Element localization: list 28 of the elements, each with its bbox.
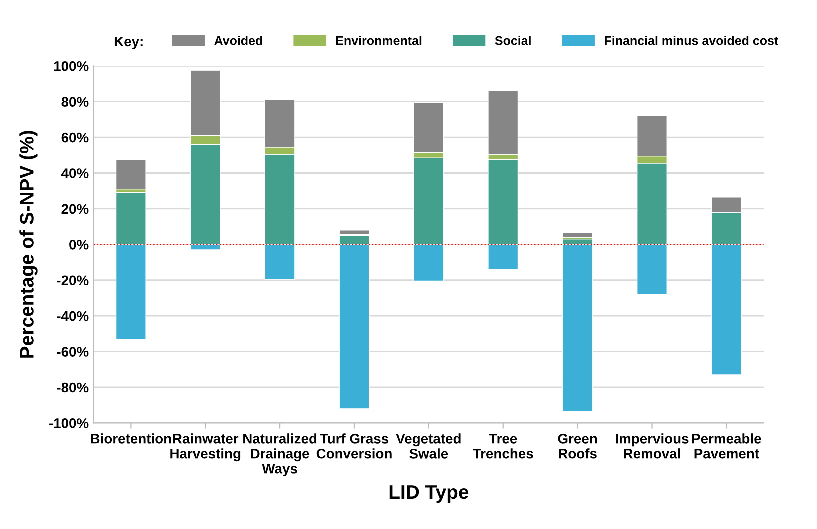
y-tick-label: 20% (62, 204, 89, 214)
legend-label: Avoided (214, 36, 262, 46)
legend-label: Social (495, 36, 531, 46)
legend-title: Key: (114, 36, 143, 50)
legend-label: Financial minus avoided cost (605, 36, 778, 46)
y-tick-label: 60% (62, 132, 89, 143)
x-tick-label: Rainwater Harvesting (170, 434, 241, 462)
x-tick-label: Vegetated Swale (396, 434, 461, 459)
x-tick-label: Naturalized Drainage Ways (244, 434, 317, 477)
y-axis-title: Percentage of S-NPV (%) (20, 131, 38, 358)
bar (116, 160, 146, 190)
y-tick-label: -40% (57, 311, 89, 322)
y-tick-label: -20% (57, 276, 89, 286)
x-tick-label: Green Roofs (558, 434, 598, 459)
y-tick-label: 40% (62, 168, 89, 178)
x-tick-label: Impervious Removal (616, 434, 689, 459)
x-tick-label: Tree Trenches (473, 434, 534, 459)
y-tick-label: 80% (62, 97, 89, 107)
x-tick-label: Turf Grass Conversion (316, 434, 392, 459)
y-tick-label: -60% (57, 347, 89, 357)
x-tick-label: Permeable Pavement (692, 434, 762, 459)
y-tick-label: 0% (70, 240, 89, 250)
y-tick-label: -100% (49, 418, 89, 428)
y-tick-label: 100% (54, 61, 89, 72)
y-tick-label: -80% (57, 382, 89, 393)
legend-label: Environmental (336, 36, 422, 46)
x-axis-title: LID Type (390, 486, 469, 504)
x-tick-label: Bioretention (91, 434, 172, 444)
